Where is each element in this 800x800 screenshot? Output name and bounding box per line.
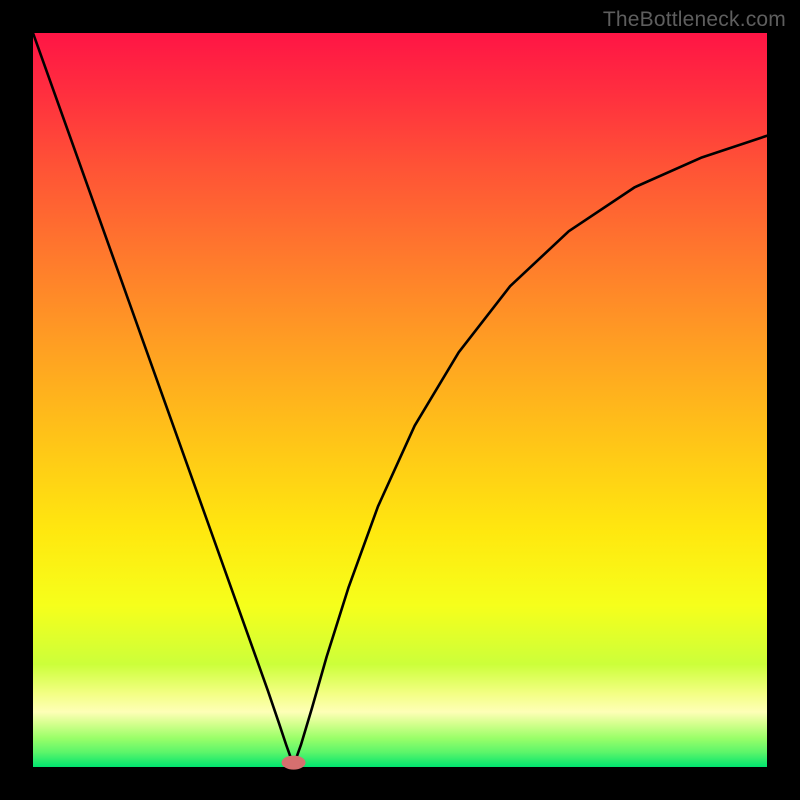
plot-background xyxy=(33,33,767,767)
min-marker xyxy=(282,756,306,770)
chart-container: TheBottleneck.com xyxy=(0,0,800,800)
plot-svg xyxy=(0,0,800,800)
